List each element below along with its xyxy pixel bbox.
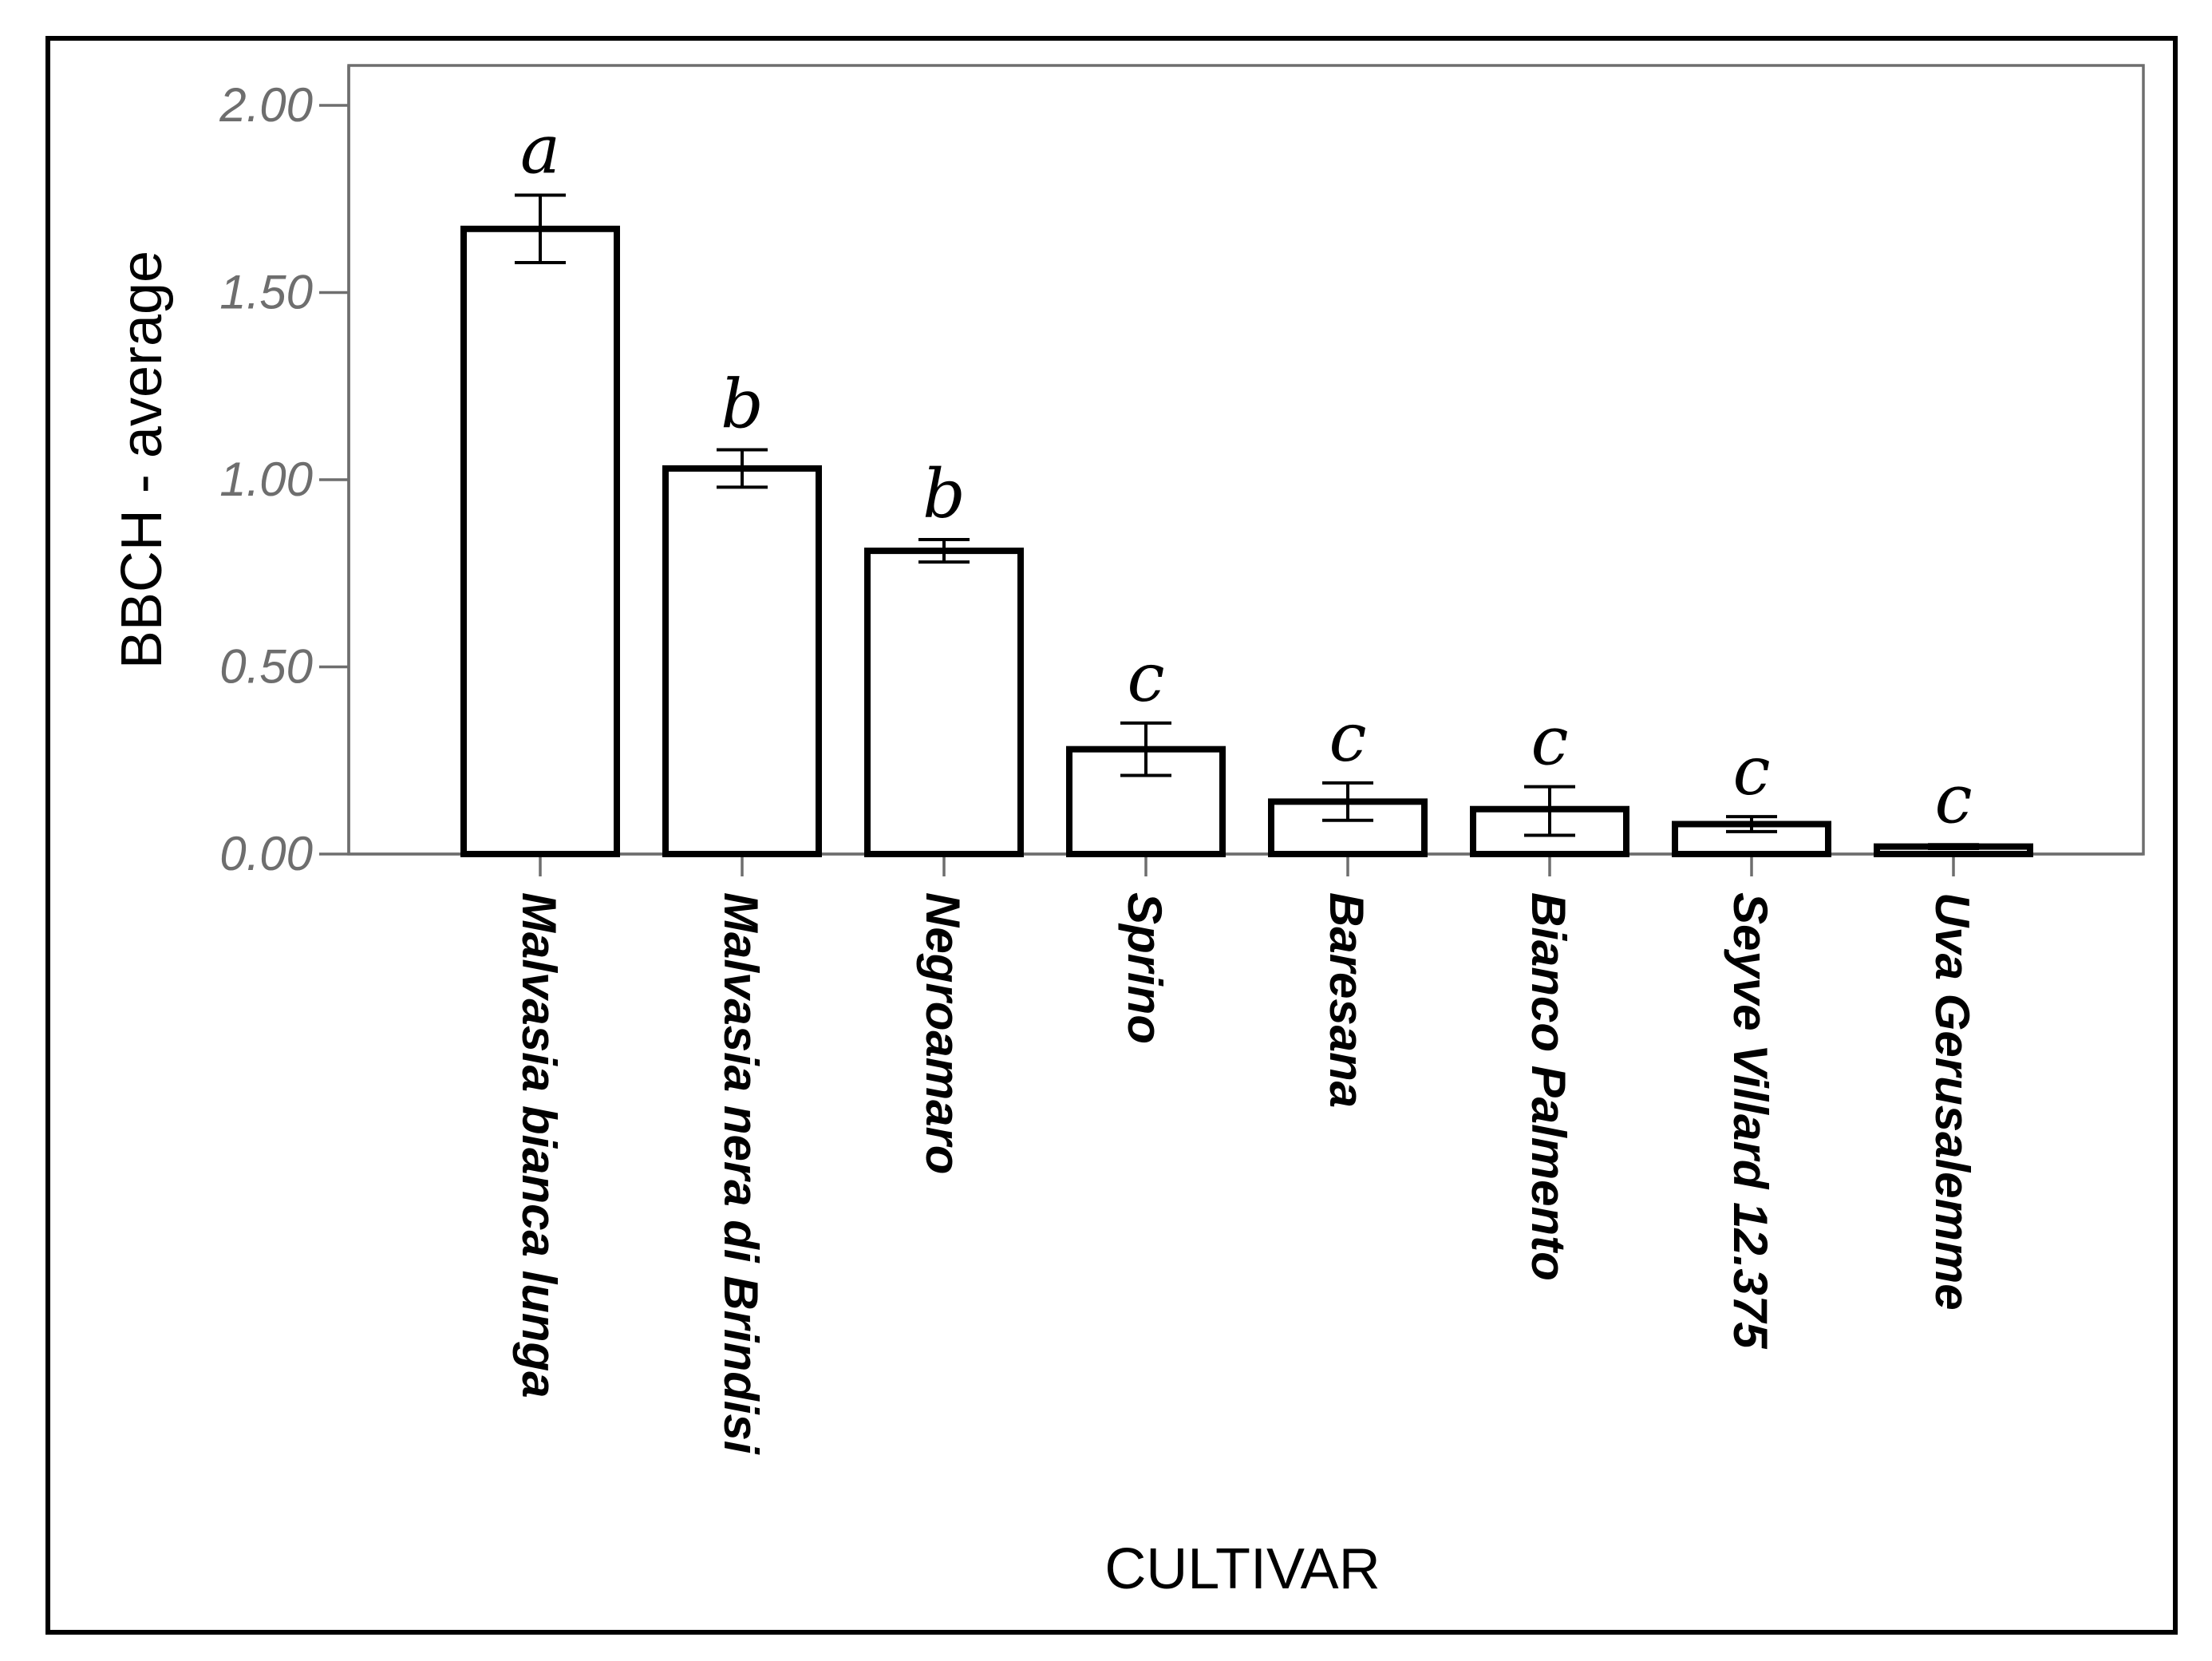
x-tick-label: Negroamaro (916, 892, 970, 1174)
error-bar (1120, 721, 1171, 777)
x-tick-label: Malvasia nera di Brindisi (714, 892, 768, 1455)
error-bar (515, 193, 566, 264)
x-tick-label: Uva Gerusalemme (1926, 892, 1979, 1311)
x-tick-label: Baresana (1320, 892, 1373, 1108)
error-bars (515, 193, 1979, 850)
significance-letter: c (1329, 698, 1366, 777)
error-bar (918, 538, 970, 564)
x-tick-label: Seyve Villard 12.375 (1724, 892, 1777, 1350)
y-tick-label: 1.50 (219, 266, 313, 319)
y-tick-label: 1.00 (219, 453, 313, 506)
y-ticks: 0.00 0.50 1.00 1.50 2.00 (219, 78, 349, 880)
y-axis-title: BBCH - average (110, 251, 174, 669)
significance-letter: c (1127, 639, 1164, 717)
bar (460, 225, 620, 857)
y-tick-label: 2.00 (219, 78, 313, 132)
significance-letter: c (1531, 702, 1568, 781)
x-tick-label: Bianco Palmento (1522, 892, 1575, 1281)
x-axis-title: CULTIVAR (1104, 1537, 1380, 1601)
y-tick-label: 0.00 (219, 827, 313, 880)
significance-letter: c (1934, 760, 1972, 838)
error-bar (717, 448, 768, 489)
x-ticks: Malvasia bianca lunga Malvasia nera di Br… (512, 854, 1979, 1455)
significance-letter: c (1732, 732, 1770, 810)
bar (662, 465, 822, 857)
x-tick-label: Malvasia bianca lunga (512, 892, 566, 1398)
significance-letters: a b b c c c c c (520, 111, 1973, 839)
x-tick-label: Sprino (1118, 892, 1171, 1044)
significance-letter: b (721, 365, 764, 443)
figure-frame (45, 36, 2178, 1635)
plot-area (347, 64, 2145, 856)
error-bar (1524, 785, 1575, 837)
significance-letter: b (922, 455, 966, 533)
error-bar (1928, 843, 1979, 850)
error-bar (1322, 781, 1373, 822)
significance-letter: a (520, 111, 560, 189)
y-tick-label: 0.50 (219, 640, 313, 694)
bar (864, 548, 1024, 857)
error-bar (1726, 815, 1777, 833)
